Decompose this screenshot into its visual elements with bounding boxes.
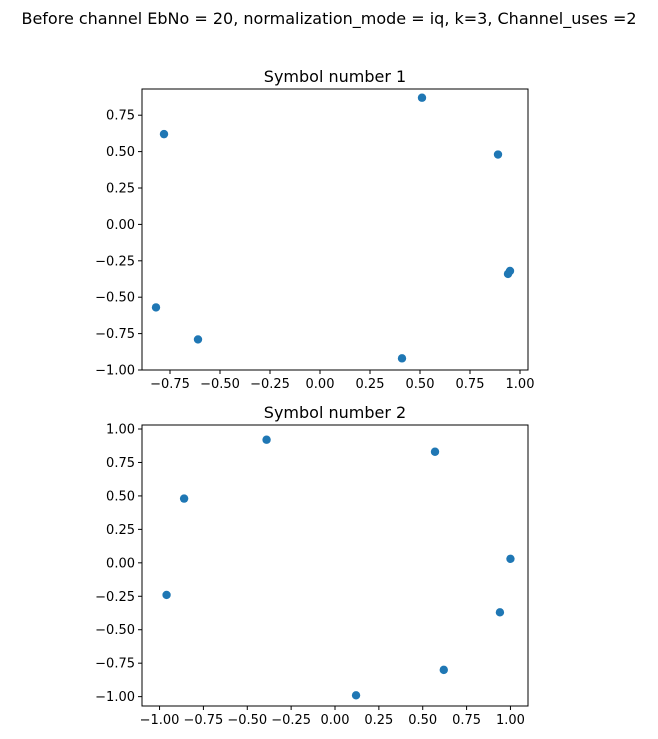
scatter-point [151, 303, 161, 312]
y-tick-label: −1.00 [95, 690, 135, 705]
y-tick-label: 0.00 [106, 556, 135, 571]
scatter-point [495, 608, 505, 617]
y-tick-label: −0.50 [95, 291, 135, 306]
y-tick-label: −1.00 [95, 364, 135, 379]
scatter-point [159, 129, 169, 139]
subplot-symbol-2: Symbol number 2 −1.00 −0.75 −0.50 −0.25 0.00… [95, 403, 529, 728]
y-tick-label: 0.25 [106, 523, 135, 538]
x-tick-label: −1.00 [140, 713, 180, 728]
x-tick-label: 1.00 [496, 713, 525, 728]
scatter-point [193, 335, 203, 344]
scatter-point [430, 447, 440, 456]
x-tick-label: 0.50 [408, 713, 437, 728]
y-tick-label: −0.25 [95, 590, 135, 605]
y-tick-label: 0.50 [106, 145, 135, 160]
scatter-points [162, 435, 515, 700]
x-tick-label: −0.50 [227, 713, 267, 728]
x-tick-label: −0.50 [200, 377, 240, 392]
scatter-point [262, 435, 271, 444]
x-tick-label: −0.25 [271, 713, 311, 728]
scatter-point [506, 554, 515, 564]
scatter-point [351, 691, 361, 700]
x-tick-label: 0.75 [452, 713, 481, 728]
scatter-point [503, 269, 513, 279]
x-tick-label: 1.00 [506, 377, 535, 392]
axis-ticks: −0.75 −0.50 −0.25 0.00 0.25 0.50 0.75 1.00 −1.00… [95, 109, 534, 392]
y-tick-label: 0.50 [106, 489, 135, 504]
x-tick-label: −0.75 [150, 377, 190, 392]
scatter-point [439, 665, 448, 675]
scatter-point [179, 494, 189, 503]
scatter-point [417, 93, 427, 102]
scatter-point [397, 354, 407, 363]
plot-frame [141, 424, 529, 707]
y-tick-label: 1.00 [106, 423, 135, 438]
subplot-title: Symbol number 1 [264, 67, 406, 86]
y-tick-label: −0.75 [95, 657, 135, 672]
x-tick-label: 0.00 [321, 713, 350, 728]
y-tick-label: −0.25 [95, 254, 135, 269]
y-tick-label: −0.75 [95, 327, 135, 342]
y-tick-label: 0.25 [106, 182, 135, 197]
subplot-title: Symbol number 2 [264, 403, 406, 422]
x-tick-label: 0.50 [406, 377, 435, 392]
x-tick-label: −0.25 [250, 377, 290, 392]
x-tick-label: 0.75 [456, 377, 485, 392]
axis-ticks: −1.00 −0.75 −0.50 −0.25 0.00 0.25 0.50 0.75 1.00… [95, 423, 525, 728]
x-tick-label: −0.75 [183, 713, 223, 728]
y-tick-label: −0.50 [95, 623, 135, 638]
y-tick-label: 0.75 [106, 109, 135, 124]
scatter-point [493, 150, 503, 159]
scatter-point [162, 590, 171, 600]
x-tick-label: 0.25 [364, 713, 393, 728]
scatter-points [151, 93, 515, 363]
plot-frame [141, 88, 529, 371]
y-tick-label: 0.00 [106, 218, 135, 233]
y-tick-label: 0.75 [106, 456, 135, 471]
figure-suptitle: Before channel EbNo = 20, normalization_… [21, 9, 636, 29]
x-tick-label: 0.25 [356, 377, 385, 392]
x-tick-label: 0.00 [306, 377, 335, 392]
subplot-symbol-1: Symbol number 1 −0.75 −0.50 −0.25 0.00 0.25 0… [95, 67, 534, 392]
